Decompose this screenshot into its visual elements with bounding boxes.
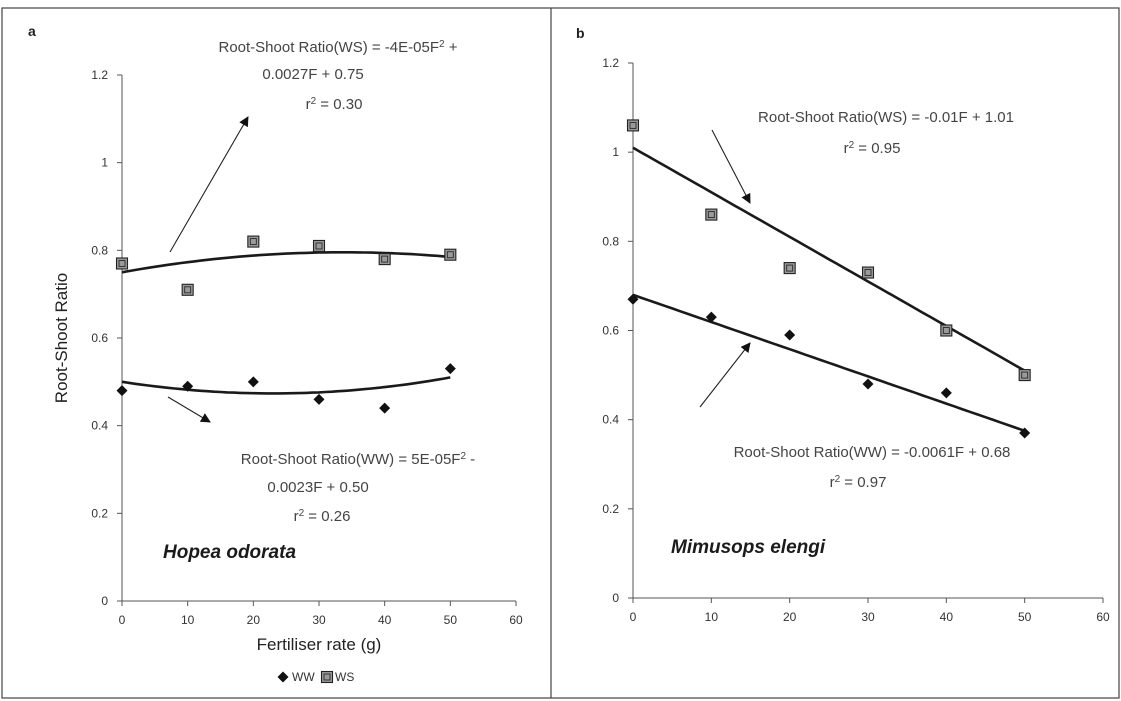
y-tick-label: 0.4 [602,413,619,427]
fit-line-ws [633,148,1025,371]
y-tick-label: 0.2 [602,502,619,516]
x-tick-label: 60 [1096,610,1110,624]
data-point-ws [248,236,259,247]
panel-a: a 0 10 20 30 40 50 60 0 0.2 0.4 0.6 0.8 1 1.2 Fertilise… [28,23,523,684]
data-point-ws [117,258,128,269]
legend-marker-ws [322,672,333,683]
x-tick-label: 40 [378,613,392,627]
data-point-ww [314,394,325,405]
arrow-ww [168,397,210,422]
data-point-ww [379,403,390,414]
x-tick-label: 10 [181,613,195,627]
species-label: Hopea odorata [163,542,296,563]
y-tick-label: 0.8 [602,234,619,248]
y-tick-label: 1 [101,156,108,170]
species-label: Mimusops elengi [671,537,826,558]
y-tick-label: 0.6 [91,331,108,345]
legend-label-ws: WS [335,670,354,684]
x-axis-title: Fertiliser rate (g) [257,635,382,654]
panel-b: b 0 10 20 30 40 50 60 0 0.2 0.4 0.6 0.8 1 1.2 Mimusops … [576,25,1110,624]
data-point-ww [941,387,952,398]
x-tick-label: 50 [1018,610,1032,624]
equation-ww-r2: r2 = 0.97 [830,474,887,492]
equation-ws-r2: r2 = 0.95 [844,140,901,158]
x-tick-label: 50 [444,613,458,627]
y-tick-label: 0.2 [91,506,108,520]
x-tick-label: 30 [312,613,326,627]
legend-marker-ww [278,672,289,683]
y-tick-label: 1.2 [91,68,108,82]
x-tick-label: 20 [783,610,797,624]
equation-ww-r2: r2 = 0.26 [294,508,351,526]
y-tick-label: 0.4 [91,419,108,433]
x-tick-label: 30 [861,610,875,624]
data-point-ws [314,240,325,251]
data-point-ww [248,376,259,387]
fit-line-ws [122,252,450,272]
x-tick-label: 10 [705,610,719,624]
y-tick-label: 1 [612,145,619,159]
x-tick-label: 0 [630,610,637,624]
data-point-ws [863,267,874,278]
y-tick-label: 0.6 [602,324,619,338]
x-tick-label: 0 [119,613,126,627]
x-tick-label: 40 [940,610,954,624]
legend: WW WS [278,670,355,684]
equation-ws-line1: Root-Shoot Ratio(WS) = -0.01F + 1.01 [758,109,1014,126]
data-point-ws [182,284,193,295]
equation-ww-line1: Root-Shoot Ratio(WW) = 5E-05F2 - [241,451,475,469]
data-point-ww [117,385,128,396]
y-tick-label: 0 [101,594,108,608]
data-point-ws [706,209,717,220]
arrow-ws [712,130,750,203]
data-point-ws [784,263,795,274]
equation-ws-r2: r2 = 0.30 [306,96,363,114]
equation-ww-line1: Root-Shoot Ratio(WW) = -0.0061F + 0.68 [734,444,1011,461]
legend-label-ww: WW [292,670,315,684]
panel-letter: b [576,25,585,41]
data-point-ww [863,379,874,390]
data-point-ww [784,329,795,340]
x-tick-label: 20 [247,613,261,627]
fit-line-ww [122,377,450,393]
x-tick-label: 60 [509,613,523,627]
data-point-ws [379,254,390,265]
data-point-ws [1019,370,1030,381]
arrow-ws [170,117,248,252]
y-tick-label: 0 [612,591,619,605]
y-tick-label: 0.8 [91,243,108,257]
data-point-ws [941,325,952,336]
fit-line-ww [633,295,1025,431]
arrow-ww [700,343,750,407]
equation-ww-line2: 0.0023F + 0.50 [267,479,368,496]
data-point-ws [628,120,639,131]
equation-ws-line1: Root-Shoot Ratio(WS) = -4E-05F2 + [219,39,458,57]
data-point-ww [445,363,456,374]
data-point-ws [445,249,456,260]
panel-letter: a [28,23,36,39]
y-axis-title: Root-Shoot Ratio [52,273,71,403]
y-tick-label: 1.2 [602,56,619,70]
equation-ws-line2: 0.0027F + 0.75 [262,66,363,83]
